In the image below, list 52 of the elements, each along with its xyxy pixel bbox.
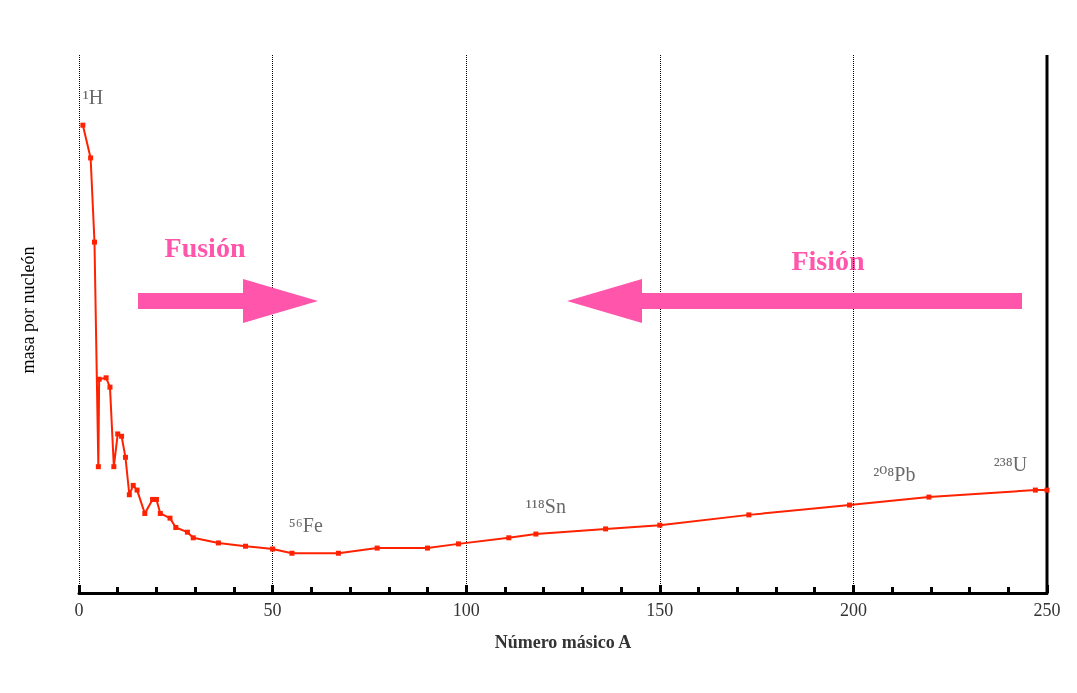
point: [130, 482, 136, 488]
point: [115, 431, 121, 437]
point: [126, 492, 132, 498]
x-tick-label: 150: [646, 600, 674, 620]
point: [1044, 487, 1050, 493]
point: [111, 464, 117, 470]
point: [289, 550, 295, 556]
point: [122, 454, 128, 460]
annotation: ¹¹⁸Sn: [525, 495, 566, 518]
point: [119, 433, 125, 439]
point: [243, 543, 248, 549]
point: [847, 502, 853, 508]
point: [374, 545, 380, 551]
y-axis-title: masa por nucleón: [18, 246, 38, 374]
point: [1032, 487, 1038, 493]
point: [103, 375, 109, 381]
point: [88, 155, 94, 161]
point: [270, 546, 276, 552]
x-tick-label: 200: [839, 600, 867, 620]
point: [95, 464, 101, 470]
point: [926, 494, 932, 500]
point: [657, 522, 663, 528]
point: [96, 376, 102, 382]
point: [190, 535, 196, 541]
x-tick-label: 250: [1033, 600, 1061, 620]
point: [167, 515, 173, 521]
point: [335, 550, 341, 556]
point: [424, 545, 430, 551]
annotation: ²³⁸U: [993, 453, 1028, 476]
point: [746, 512, 752, 518]
point: [184, 529, 190, 535]
point: [533, 531, 539, 537]
point: [173, 525, 179, 530]
point: [91, 239, 97, 245]
x-tick-label: 50: [263, 600, 282, 620]
point: [603, 526, 609, 532]
annotation: ⁵⁶Fe: [288, 514, 323, 537]
point: [134, 487, 140, 493]
x-axis-title: Número másico A: [494, 632, 632, 652]
annotation: ¹H: [82, 86, 104, 109]
x-tick-label: 0: [74, 600, 84, 620]
point: [142, 510, 148, 516]
annotation: Fusión: [164, 231, 246, 263]
point: [107, 384, 113, 390]
annotation: ²⁰⁸Pb: [873, 462, 916, 485]
point: [157, 510, 163, 516]
annotation: Fisión: [791, 244, 865, 276]
point: [215, 540, 221, 546]
point: [455, 541, 461, 547]
point: [80, 122, 86, 128]
x-tick-label: 100: [452, 600, 480, 620]
point: [506, 535, 512, 541]
